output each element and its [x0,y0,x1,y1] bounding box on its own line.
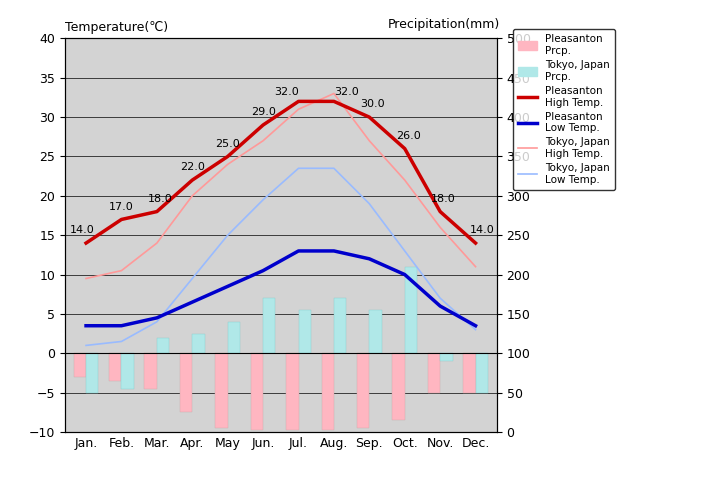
Bar [357,353,369,428]
Text: 29.0: 29.0 [251,107,276,117]
Bar [109,353,122,381]
Bar [286,353,299,431]
Bar [215,353,228,428]
Bar [228,322,240,353]
Text: 14.0: 14.0 [470,225,495,235]
Text: 25.0: 25.0 [215,139,240,149]
Text: Precipitation(mm): Precipitation(mm) [388,18,500,31]
Bar [299,310,311,353]
Bar [86,353,99,393]
Text: 22.0: 22.0 [180,162,204,172]
Text: 30.0: 30.0 [361,99,385,109]
Text: 17.0: 17.0 [109,202,134,212]
Bar [145,353,157,389]
Text: 14.0: 14.0 [70,225,95,235]
Bar [322,353,334,431]
Bar [405,267,417,353]
Bar [180,353,192,412]
Bar [440,353,453,361]
Bar [334,298,346,353]
Bar [122,353,134,389]
Bar [192,334,204,353]
Legend: Pleasanton
Prcp., Tokyo, Japan
Prcp., Pleasanton
High Temp., Pleasanton
Low Temp: Pleasanton Prcp., Tokyo, Japan Prcp., Pl… [513,29,615,190]
Bar [263,298,276,353]
Bar [251,353,263,431]
Text: 26.0: 26.0 [396,131,420,141]
Text: 18.0: 18.0 [431,194,456,204]
Bar [73,353,86,377]
Bar [392,353,405,420]
Text: 32.0: 32.0 [334,87,359,97]
Bar [428,353,440,393]
Bar [463,353,475,393]
Text: Temperature(℃): Temperature(℃) [65,22,168,35]
Text: 32.0: 32.0 [274,87,299,97]
Bar [369,310,382,353]
Text: 18.0: 18.0 [148,194,173,204]
Bar [475,353,488,393]
Bar [157,337,169,353]
